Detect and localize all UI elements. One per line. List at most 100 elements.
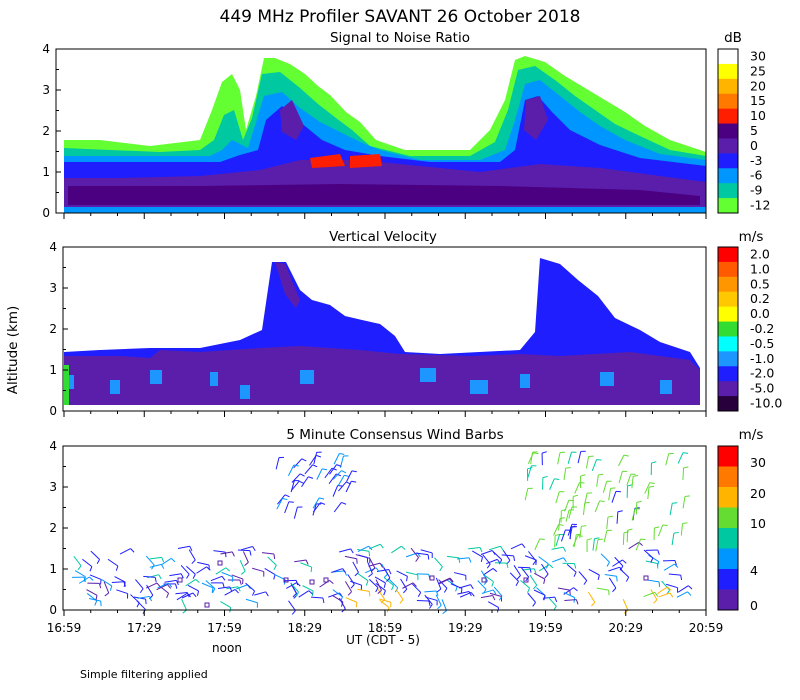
wind-barb	[481, 589, 494, 594]
wind-barb	[424, 594, 433, 605]
wind-barb	[510, 543, 523, 550]
wind-barb	[553, 524, 560, 536]
wind-barb-flag	[351, 480, 357, 483]
wind-barb	[301, 476, 309, 487]
wind-barb	[626, 473, 632, 486]
wind-barb-flag	[533, 584, 538, 590]
wind-barb	[631, 508, 636, 521]
wind-barb-flag	[653, 599, 658, 604]
wind-barb	[457, 591, 470, 595]
wind-barb	[611, 491, 617, 503]
wind-barb	[231, 574, 244, 580]
wind-barb-flag	[401, 545, 406, 550]
vel-speckle	[600, 372, 614, 386]
wind-barb	[331, 568, 343, 573]
wind-barb-flag	[554, 478, 560, 480]
wind-barb	[561, 529, 566, 542]
wind-barb-flag	[470, 584, 474, 590]
colorbar-swatch	[718, 366, 738, 382]
colorbar-swatch	[718, 466, 738, 488]
wind-barb	[332, 589, 343, 598]
wind-barb	[367, 562, 373, 574]
wind-barb-flag	[532, 602, 536, 607]
wind-barb	[294, 559, 307, 563]
wind-barb	[501, 554, 514, 557]
wind-barb	[547, 596, 557, 607]
wind-barb-flag	[354, 572, 359, 577]
calm-marker	[283, 577, 289, 583]
wind-barb	[577, 451, 582, 464]
wind-barb-flag	[506, 562, 509, 569]
wind-barb	[333, 453, 340, 465]
wind-barb	[352, 561, 359, 573]
wind-barb-flag	[383, 573, 388, 579]
wind-barb	[156, 584, 168, 591]
colorbar-swatch	[718, 446, 738, 467]
colorbar-swatch	[718, 487, 738, 508]
y-tick-label: 4	[49, 439, 57, 453]
wind-barb-flag	[89, 576, 94, 581]
wind-barb-flag	[403, 588, 408, 594]
wind-barb-flag	[500, 545, 504, 551]
wind-barb	[480, 595, 493, 599]
colorbar-label: -6	[750, 168, 763, 183]
colorbar-label: 1.0	[750, 261, 770, 276]
wind-barb-flag	[240, 570, 246, 575]
y-tick-label: 3	[49, 480, 57, 494]
wind-barb-flag	[640, 538, 646, 541]
colorbar-swatch	[718, 396, 738, 412]
wind-barb	[145, 555, 155, 566]
colorbar-swatch	[718, 548, 738, 570]
wind-barb-flag	[657, 549, 660, 555]
wind-barb-flag	[532, 451, 538, 453]
wind-barb-flag	[151, 564, 155, 570]
vel-layer-purple	[64, 346, 700, 405]
wind-barb-flag	[252, 546, 256, 551]
wind-barb-flag	[175, 583, 178, 589]
wind-barb	[453, 572, 466, 576]
wind-barb	[584, 493, 588, 505]
wind-barb-flag	[669, 592, 674, 598]
wind-barb-flag	[229, 586, 233, 592]
colorbar-frame	[717, 445, 739, 611]
wind-barb	[149, 563, 162, 568]
wind-barb	[383, 567, 391, 579]
wind-barb	[357, 588, 370, 592]
wind-barb-flag	[158, 574, 162, 580]
wind-barb	[520, 579, 530, 589]
wind-barb-flag	[542, 475, 548, 479]
wind-barb	[286, 582, 297, 589]
wind-barb-flag	[687, 591, 692, 596]
colorbar-swatch	[718, 108, 738, 125]
wind-barb-flag	[627, 528, 633, 531]
wind-barb-flag	[591, 601, 596, 607]
wind-barb-flag	[527, 587, 531, 593]
wind-barb-flag	[498, 595, 503, 601]
wind-barb-flag	[480, 556, 484, 563]
wind-barb	[509, 572, 519, 582]
wind-barb-flag	[513, 555, 516, 561]
colorbar-swatch	[718, 306, 738, 323]
wind-barb-flag	[342, 568, 346, 573]
wind-barb	[164, 579, 177, 583]
wind-barb	[185, 578, 196, 587]
wind-barb	[261, 552, 274, 555]
wind-barb	[663, 563, 675, 571]
wind-barb	[332, 485, 339, 497]
vel-speckle	[240, 385, 250, 399]
wind-barb-flag	[336, 464, 342, 467]
wind-barb-flag	[237, 586, 241, 592]
x-tick-label: 19:29	[448, 621, 483, 635]
wind-barb	[313, 452, 318, 465]
wind-barb-flag	[443, 587, 448, 593]
wind-barb	[612, 559, 623, 567]
wind-barb-flag	[683, 466, 689, 469]
wind-barb	[566, 563, 577, 573]
wind-barb-flag	[658, 581, 661, 587]
x-tick-label: 19:59	[528, 621, 563, 635]
wind-barb	[338, 481, 347, 492]
wind-barb-flag	[636, 500, 642, 503]
wind-barb	[254, 591, 266, 596]
wind-barb-flag	[386, 577, 391, 582]
wind-barb	[565, 509, 570, 522]
